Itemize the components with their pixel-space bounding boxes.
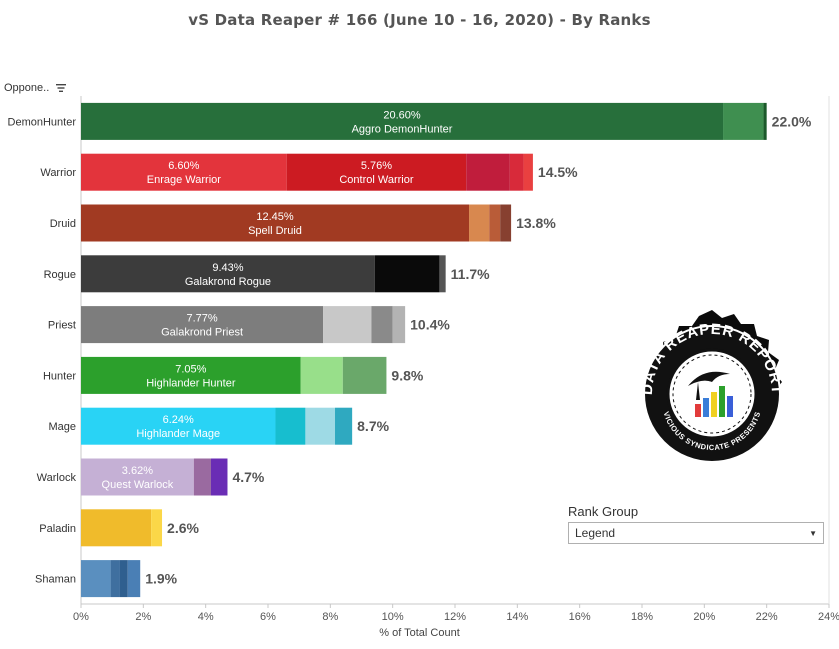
bar-segment [151,509,163,547]
total-value-label: 13.8% [516,215,556,231]
segment-archetype-label: Enrage Warrior [147,174,222,186]
total-value-label: 14.5% [538,164,578,180]
x-axis-title: % of Total Count [379,627,460,639]
x-tick-label: 16% [569,611,591,623]
bar-segment [81,407,276,445]
x-tick-label: 4% [198,611,214,623]
segment-archetype-label: Galakrond Rogue [185,276,271,288]
bar-segment [81,509,152,547]
segment-value-label: 12.45% [256,211,294,223]
category-label: DemonHunter [8,116,77,128]
bar-segment [763,102,767,140]
total-value-label: 10.4% [410,317,450,333]
x-tick-label: 14% [506,611,528,623]
category-label: Warrior [40,167,76,179]
x-tick-label: 22% [756,611,778,623]
x-tick-label: 12% [444,611,466,623]
rank-group-filter: Rank Group Legend ▼ [568,504,824,544]
category-label: Mage [48,421,76,433]
bar-segment [81,306,324,344]
x-tick-label: 6% [260,611,276,623]
segment-archetype-label: Quest Warlock [102,479,174,491]
category-label: Hunter [43,370,76,382]
total-value-label: 2.6% [167,520,199,536]
bar-segment [81,458,194,496]
segment-value-label: 7.77% [186,313,217,325]
bar-segment [81,560,111,598]
bar-segment [335,407,353,445]
bar-segment [81,204,470,242]
chevron-down-icon[interactable]: ▼ [809,528,817,538]
x-tick-label: 18% [631,611,653,623]
bar-segment [81,102,724,140]
x-tick-label: 20% [693,611,715,623]
bar-segment [81,153,287,191]
data-reaper-logo: DATA REAPER REPORT VICIOUS SYNDICATE PRE… [639,310,784,463]
category-label: Druid [50,218,76,230]
total-value-label: 8.7% [357,418,389,434]
total-value-label: 9.8% [391,367,423,383]
rank-group-label: Rank Group [568,504,639,519]
segment-value-label: 5.76% [361,160,392,172]
bar-segment [371,306,393,344]
segment-archetype-label: Highlander Hunter [146,377,236,389]
x-tick-label: 2% [135,611,151,623]
bar-segment [439,255,446,293]
category-label: Priest [48,320,76,332]
segment-value-label: 7.05% [175,363,206,375]
segment-archetype-label: Highlander Mage [136,428,220,440]
bar-segment [523,153,533,191]
total-value-label: 1.9% [145,571,177,587]
bar-segment [81,356,301,394]
bar-segment [210,458,228,496]
rank-group-value: Legend [575,526,616,540]
bar-segment [300,356,343,394]
x-tick-label: 0% [73,611,89,623]
x-tick-label: 24% [818,611,839,623]
row-header[interactable]: Oppone.. [4,82,67,94]
bar-segment [466,153,510,191]
bar-segment [500,204,512,242]
total-value-label: 4.7% [232,469,264,485]
segment-archetype-label: Galakrond Priest [161,327,243,339]
sort-icon[interactable] [55,83,67,93]
x-tick-label: 8% [322,611,338,623]
rank-group-select[interactable]: Legend ▼ [568,522,824,544]
chart-title: vS Data Reaper # 166 (June 10 - 16, 2020… [188,11,651,29]
segment-archetype-label: Aggro DemonHunter [352,123,453,135]
bar-segment [81,255,375,293]
segment-value-label: 20.60% [383,109,421,121]
segment-archetype-label: Spell Druid [248,225,302,237]
segment-value-label: 9.43% [212,262,243,274]
bar-segment [110,560,120,598]
category-label: Paladin [39,523,76,535]
x-tick-label: 10% [382,611,404,623]
category-label: Shaman [35,574,76,586]
bar-segment [509,153,524,191]
bar-segment [323,306,372,344]
bar-segment [127,560,141,598]
bar-segment [119,560,128,598]
segment-value-label: 3.62% [122,465,153,477]
category-label: Rogue [44,269,76,281]
bar-segment [193,458,211,496]
bar-segment [305,407,336,445]
segment-value-label: 6.24% [163,414,194,426]
bar-segment [392,306,406,344]
bar-segment [342,356,387,394]
total-value-label: 11.7% [451,266,490,282]
bar-segment [469,204,490,242]
segment-archetype-label: Control Warrior [339,174,413,186]
row-header-label: Oppone.. [4,82,50,94]
category-label: Warlock [37,472,77,484]
total-value-label: 22.0% [772,113,812,129]
bar-segment [723,102,764,140]
bar-segment [275,407,306,445]
segment-value-label: 6.60% [168,160,199,172]
bar-segment [286,153,467,191]
bar-segment [374,255,440,293]
bar-segment [489,204,501,242]
